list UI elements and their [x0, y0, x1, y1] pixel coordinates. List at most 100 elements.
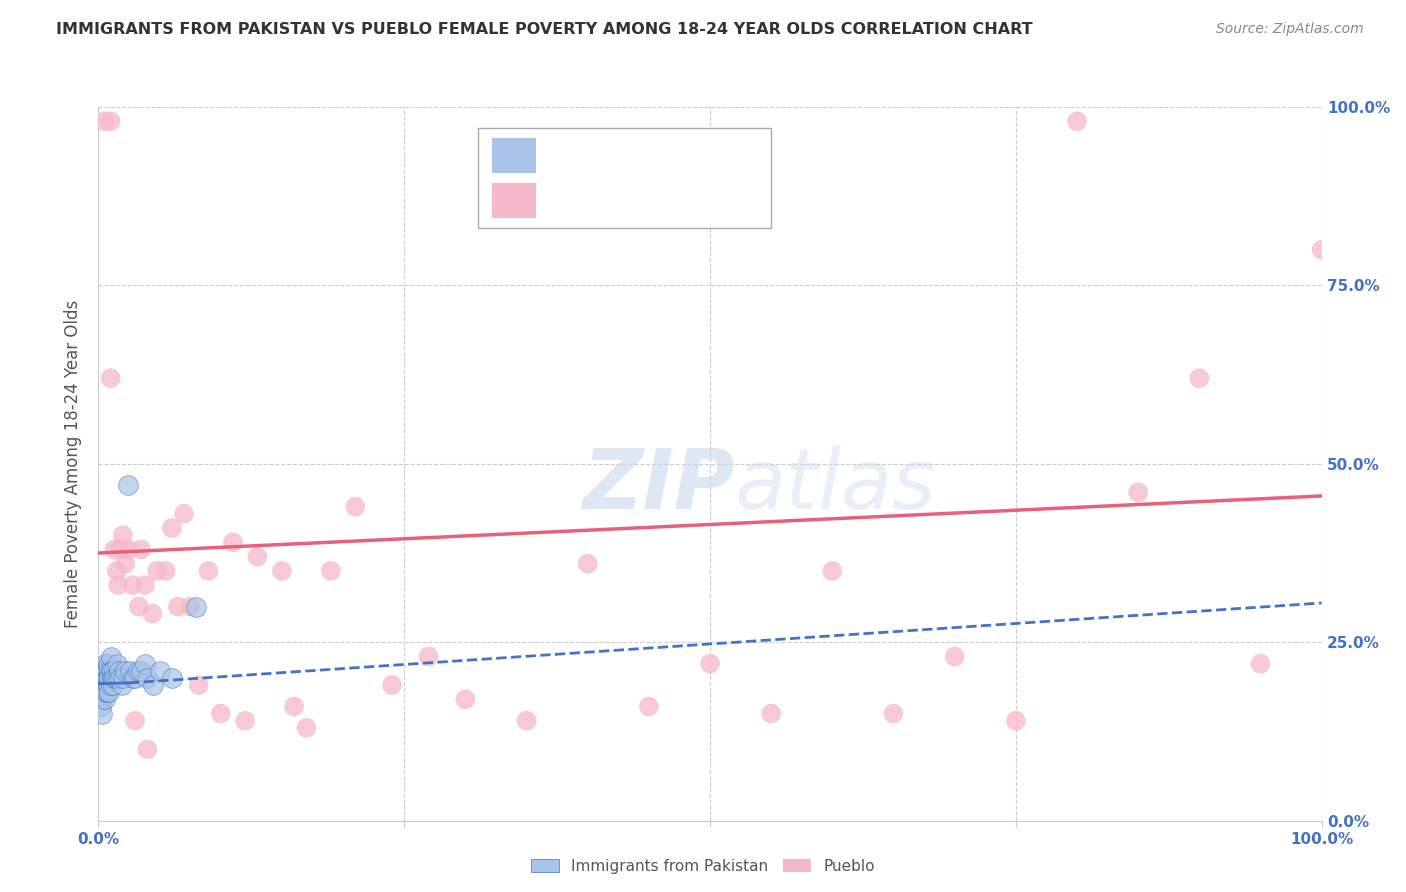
Text: ZIP: ZIP [582, 445, 734, 525]
Point [94, 664, 117, 678]
Point [121, 671, 143, 685]
Point [93, 692, 115, 706]
Point [100, 649, 122, 664]
Point [96, 685, 118, 699]
Point [89, 678, 111, 692]
Point [103, 542, 125, 557]
Point [108, 664, 131, 678]
Point [222, 535, 245, 549]
Point [160, 671, 183, 685]
Point [91, 671, 114, 685]
Point [1310, 243, 1333, 257]
Point [381, 678, 404, 692]
Point [101, 664, 124, 678]
Point [118, 542, 141, 557]
Point [142, 678, 165, 692]
Point [187, 678, 209, 692]
Point [454, 692, 477, 706]
Point [90, 671, 112, 685]
Point [173, 507, 195, 521]
Point [105, 657, 128, 671]
Point [1004, 714, 1026, 728]
Point [883, 706, 905, 721]
Point [101, 671, 124, 685]
Point [1128, 485, 1150, 500]
Point [98, 664, 121, 678]
Point [943, 649, 966, 664]
Point [576, 557, 599, 571]
Point [91, 685, 114, 699]
Text: IMMIGRANTS FROM PAKISTAN VS PUEBLO FEMALE POVERTY AMONG 18-24 YEAR OLDS CORRELAT: IMMIGRANTS FROM PAKISTAN VS PUEBLO FEMAL… [56, 22, 1033, 37]
Point [186, 599, 208, 614]
Point [96, 664, 118, 678]
Point [111, 528, 134, 542]
Point [124, 671, 146, 685]
Point [114, 664, 136, 678]
Point [103, 664, 125, 678]
Point [136, 742, 159, 756]
Point [121, 578, 143, 592]
Point [149, 664, 172, 678]
Point [91, 692, 114, 706]
Point [105, 564, 128, 578]
Text: Source: ZipAtlas.com: Source: ZipAtlas.com [1216, 22, 1364, 37]
Point [129, 542, 152, 557]
Legend: Immigrants from Pakistan, Pueblo: Immigrants from Pakistan, Pueblo [526, 853, 880, 880]
Point [134, 578, 156, 592]
Point [100, 114, 122, 128]
Point [104, 671, 127, 685]
Point [160, 521, 183, 535]
Point [100, 371, 122, 385]
Point [107, 578, 129, 592]
Point [146, 564, 169, 578]
Point [134, 657, 156, 671]
Point [1066, 114, 1088, 128]
Point [91, 664, 114, 678]
Point [93, 664, 115, 678]
Point [89, 685, 111, 699]
Point [141, 607, 163, 621]
Point [155, 564, 177, 578]
Point [128, 599, 150, 614]
Point [97, 671, 120, 685]
Point [270, 564, 294, 578]
Point [98, 671, 121, 685]
Point [89, 692, 111, 706]
Point [94, 671, 117, 685]
Point [111, 678, 134, 692]
Point [107, 671, 129, 685]
Point [93, 678, 115, 692]
Point [100, 664, 122, 678]
Point [344, 500, 367, 514]
Point [97, 678, 120, 692]
Point [246, 549, 269, 564]
Point [699, 657, 721, 671]
Point [197, 564, 219, 578]
Point [1188, 371, 1211, 385]
Point [1249, 657, 1271, 671]
Point [98, 685, 121, 699]
Point [111, 671, 134, 685]
Point [117, 478, 139, 492]
Point [94, 685, 117, 699]
Point [103, 671, 125, 685]
Point [110, 671, 132, 685]
Point [761, 706, 783, 721]
Point [90, 685, 112, 699]
Point [515, 714, 537, 728]
Point [93, 114, 115, 128]
Point [821, 564, 844, 578]
Point [101, 678, 124, 692]
Point [120, 664, 142, 678]
Point [100, 678, 122, 692]
Point [91, 671, 114, 685]
Point [96, 671, 118, 685]
Point [101, 671, 124, 685]
Point [179, 599, 201, 614]
Text: atlas: atlas [734, 445, 936, 525]
Point [295, 721, 318, 735]
Point [110, 542, 132, 557]
Point [114, 557, 136, 571]
Point [233, 714, 256, 728]
Point [209, 706, 232, 721]
